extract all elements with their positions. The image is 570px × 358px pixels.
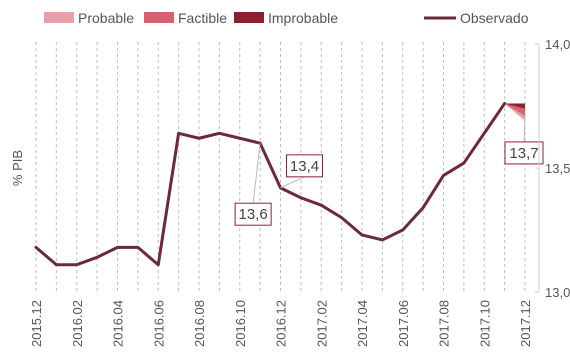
annotation-1: 13,6: [234, 143, 272, 226]
data-point: [116, 246, 119, 249]
series-line-observado: [34, 102, 507, 267]
x-axis: 2015.12 2016.02 2016.04 2016.06 2016.08 2016.…: [29, 300, 533, 347]
legend-item-factible: Factible: [144, 10, 227, 26]
annotation-box: [504, 141, 544, 165]
annotation-leader: [252, 143, 261, 204]
y-tick-label: 13,5: [545, 161, 570, 176]
data-point: [136, 246, 140, 249]
fan-band-improbable: [504, 103, 525, 109]
data-point: [299, 196, 303, 199]
legend: Probable Factible Improbable Observado: [44, 10, 529, 26]
grid: [35, 42, 526, 292]
series-layer: [34, 102, 507, 267]
annotation-box: [234, 202, 272, 226]
annotation-box: [286, 154, 323, 178]
x-tick-label: 2017.08: [437, 300, 452, 347]
y-tick-label: 14,0: [545, 37, 570, 52]
fan-band-probable: [504, 103, 525, 121]
data-point: [462, 161, 466, 165]
legend-label: Factible: [178, 10, 227, 26]
x-tick-label: 2017.04: [355, 300, 370, 347]
data-point: [483, 132, 486, 135]
x-tick-label: 2016.06: [151, 300, 166, 347]
data-point: [34, 246, 38, 249]
legend-label: Improbable: [268, 10, 338, 26]
data-point: [360, 233, 364, 237]
x-tick-label: 2016.12: [274, 300, 289, 347]
legend-swatch: [144, 12, 174, 23]
x-tick-label: 2016.10: [233, 300, 248, 347]
data-point: [75, 263, 78, 266]
legend-label: Observado: [460, 10, 529, 26]
data-point: [421, 206, 425, 209]
legend-item-improbable: Improbable: [234, 10, 338, 26]
data-point: [381, 238, 384, 242]
data-point: [340, 216, 343, 219]
x-tick-label: 2016.04: [111, 300, 126, 347]
x-tick-label: 2017.10: [477, 300, 492, 347]
annotation-0: 13,4: [280, 154, 323, 189]
fan-chart: [504, 103, 525, 121]
annotation-label: 13,4: [290, 158, 319, 175]
data-point: [95, 256, 99, 259]
data-point: [177, 132, 180, 135]
legend-item-observado: Observado: [424, 10, 529, 26]
x-tick-label: 2016.02: [70, 300, 85, 347]
data-point: [218, 132, 221, 135]
data-point: [55, 263, 58, 266]
annotation-leader: [523, 115, 526, 142]
y-axis: 13,0 13,5 14,0: [535, 37, 570, 300]
y-axis-title: % PIB: [10, 150, 25, 186]
annotation-label: 13,7: [509, 145, 538, 162]
annotation-2: 13,7: [504, 115, 544, 165]
x-tick-label: 2017.12: [518, 300, 533, 347]
data-point: [442, 174, 445, 177]
legend-item-probable: Probable: [44, 10, 134, 26]
data-point: [320, 204, 323, 207]
data-point: [197, 137, 201, 140]
legend-swatch: [44, 12, 74, 23]
legend-label: Probable: [78, 10, 134, 26]
annotations: 13,4 13,6 13,7: [234, 115, 544, 226]
data-point: [401, 228, 404, 232]
legend-swatch: [234, 12, 264, 23]
x-tick-label: 2016.08: [192, 300, 207, 347]
x-tick-label: 2017.06: [396, 300, 411, 347]
data-point: [238, 137, 241, 140]
data-point: [157, 263, 160, 266]
x-tick-label: 2017.02: [314, 300, 329, 347]
data-point: [503, 102, 506, 105]
annotation-label: 13,6: [239, 206, 268, 223]
annotation-leader: [280, 176, 305, 189]
y-tick-label: 13,0: [545, 285, 570, 300]
x-tick-label: 2015.12: [29, 300, 44, 347]
